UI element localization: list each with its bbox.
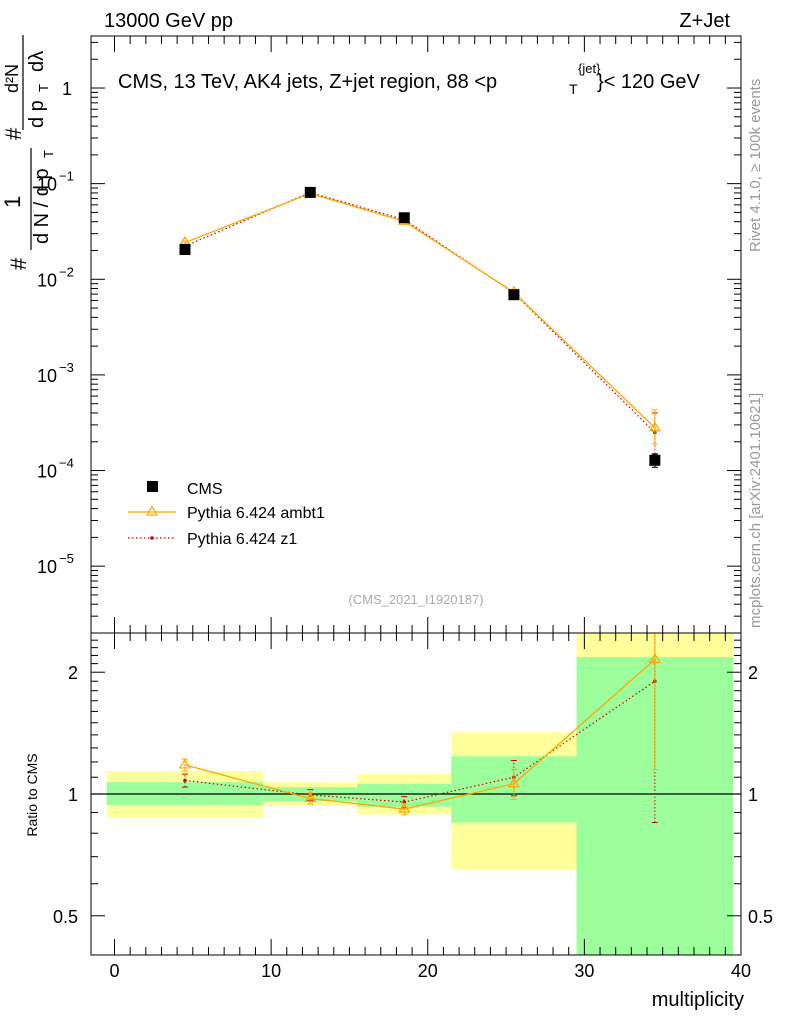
ylabel-one: 1 xyxy=(0,196,25,208)
ratio-y-tick-label-right: 2 xyxy=(748,663,758,683)
legend-marker-ambt1 xyxy=(145,505,159,516)
ratio-ambt1-point-triangle xyxy=(507,777,520,788)
ratio-y-tick-label: 1 xyxy=(68,785,78,805)
ratio-ambt1-point-triangle xyxy=(178,758,192,769)
ratio-y-tick-label-right: 0.5 xyxy=(748,907,773,927)
main-title: CMS, 13 TeV, AK4 jets, Z+jet region, 88 … xyxy=(118,71,497,93)
legend: CMS Pythia 6.424 ambt1 Pythia 6.424 z1 xyxy=(128,481,325,548)
x-axis-label: multiplicity xyxy=(652,989,744,1011)
main-panel: CMS, 13 TeV, AK4 jets, Z+jet region, 88 … xyxy=(0,35,742,634)
ratio-ambt1-point-triangle xyxy=(648,652,661,664)
ratio-ambt1-point-triangle xyxy=(398,802,411,813)
header-right: Z+Jet xyxy=(679,10,730,32)
main-y-ticks: 110−110−210−310−410−5 xyxy=(37,36,742,634)
legend-label-ambt1: Pythia 6.424 ambt1 xyxy=(187,505,325,522)
ratio-z1-point-dot xyxy=(183,778,187,783)
main-y-tick-exponent: −1 xyxy=(59,169,74,184)
ylabel-dlambda: dλ xyxy=(26,51,48,72)
ratio-ambt1-point-triangle xyxy=(304,791,317,803)
x-tick-label: 30 xyxy=(574,961,594,981)
main-z1-series-line xyxy=(184,191,656,433)
ylabel-hash-1: # xyxy=(6,257,31,270)
ratio-y-tick-label-right: 1 xyxy=(748,785,758,805)
legend-label-z1: Pythia 6.424 z1 xyxy=(187,531,297,548)
main-y-tick-exponent: −5 xyxy=(59,551,74,566)
main-cms-point-square xyxy=(179,243,191,255)
ylabel-dpt-sub: T xyxy=(36,84,51,92)
ratio-y-tick-label: 0.5 xyxy=(53,907,78,927)
main-ylabel: # 1 d N / d p T # d²N d p T dλ xyxy=(0,35,56,270)
title-main: CMS, 13 TeV, AK4 jets, Z+jet region, 88 … xyxy=(118,71,497,93)
x-tick-label: 40 xyxy=(731,961,751,981)
ylabel-d2n: d²N xyxy=(2,64,22,93)
x-tick-label: 20 xyxy=(418,961,438,981)
legend-label-cms: CMS xyxy=(187,481,223,498)
main-ambt1-series-line xyxy=(184,192,656,429)
x-tick-label: 0 xyxy=(109,961,119,981)
legend-marker-z1 xyxy=(150,536,154,540)
main-y-tick-exponent: −2 xyxy=(59,264,74,279)
ylabel-hash-2: # xyxy=(1,127,26,140)
main-y-tick-label: 10 xyxy=(37,175,57,195)
main-y-tick-exponent: −4 xyxy=(59,456,74,471)
main-cms-point-square xyxy=(304,186,316,198)
title-sup: {jet} xyxy=(578,61,601,76)
ratio-ticks: 0 10 20 30 40 0.5 0.5 1 1 2 2 xyxy=(53,632,773,981)
rivet-label: Rivet 4.1.0, ≥ 100k events xyxy=(747,79,764,252)
header-left: 13000 GeV pp xyxy=(104,10,233,32)
main-y-tick-label: 10 xyxy=(37,557,57,577)
ratio-band-inner xyxy=(357,783,452,807)
main-cms-point-square xyxy=(508,289,520,301)
ratio-panel: Ratio to CMS multiplicity 0 10 20 30 40 0.5 0.… xyxy=(24,632,773,1011)
x-tick-label: 10 xyxy=(261,961,281,981)
mcplots-label: mcplots.cern.ch [arXiv:2401.10621] xyxy=(747,393,764,628)
ylabel-dpt: d p xyxy=(26,100,48,128)
title-sub: T xyxy=(569,81,578,97)
main-cms-point-square xyxy=(398,212,410,224)
ratio-ylabel: Ratio to CMS xyxy=(24,753,40,836)
main-cms-point-square xyxy=(649,454,661,466)
ratio-y-tick-label: 2 xyxy=(68,663,78,683)
ylabel-den-sub: T xyxy=(41,150,56,158)
main-y-tick-label: 1 xyxy=(62,79,72,99)
analysis-watermark: (CMS_2021_I1920187) xyxy=(348,592,483,607)
main-ambt1-point-triangle xyxy=(648,421,661,432)
title-tail: }< 120 GeV xyxy=(597,71,701,93)
main-plot-area xyxy=(178,186,661,468)
ratio-plot-area xyxy=(91,632,741,955)
legend-marker-cms xyxy=(147,481,158,492)
main-y-tick-exponent: −3 xyxy=(59,360,74,375)
main-y-tick-label: 10 xyxy=(37,366,57,386)
main-y-tick-label: 10 xyxy=(37,270,57,290)
main-y-tick-label: 10 xyxy=(37,462,57,482)
ylabel-den: d N / d p xyxy=(31,168,53,244)
